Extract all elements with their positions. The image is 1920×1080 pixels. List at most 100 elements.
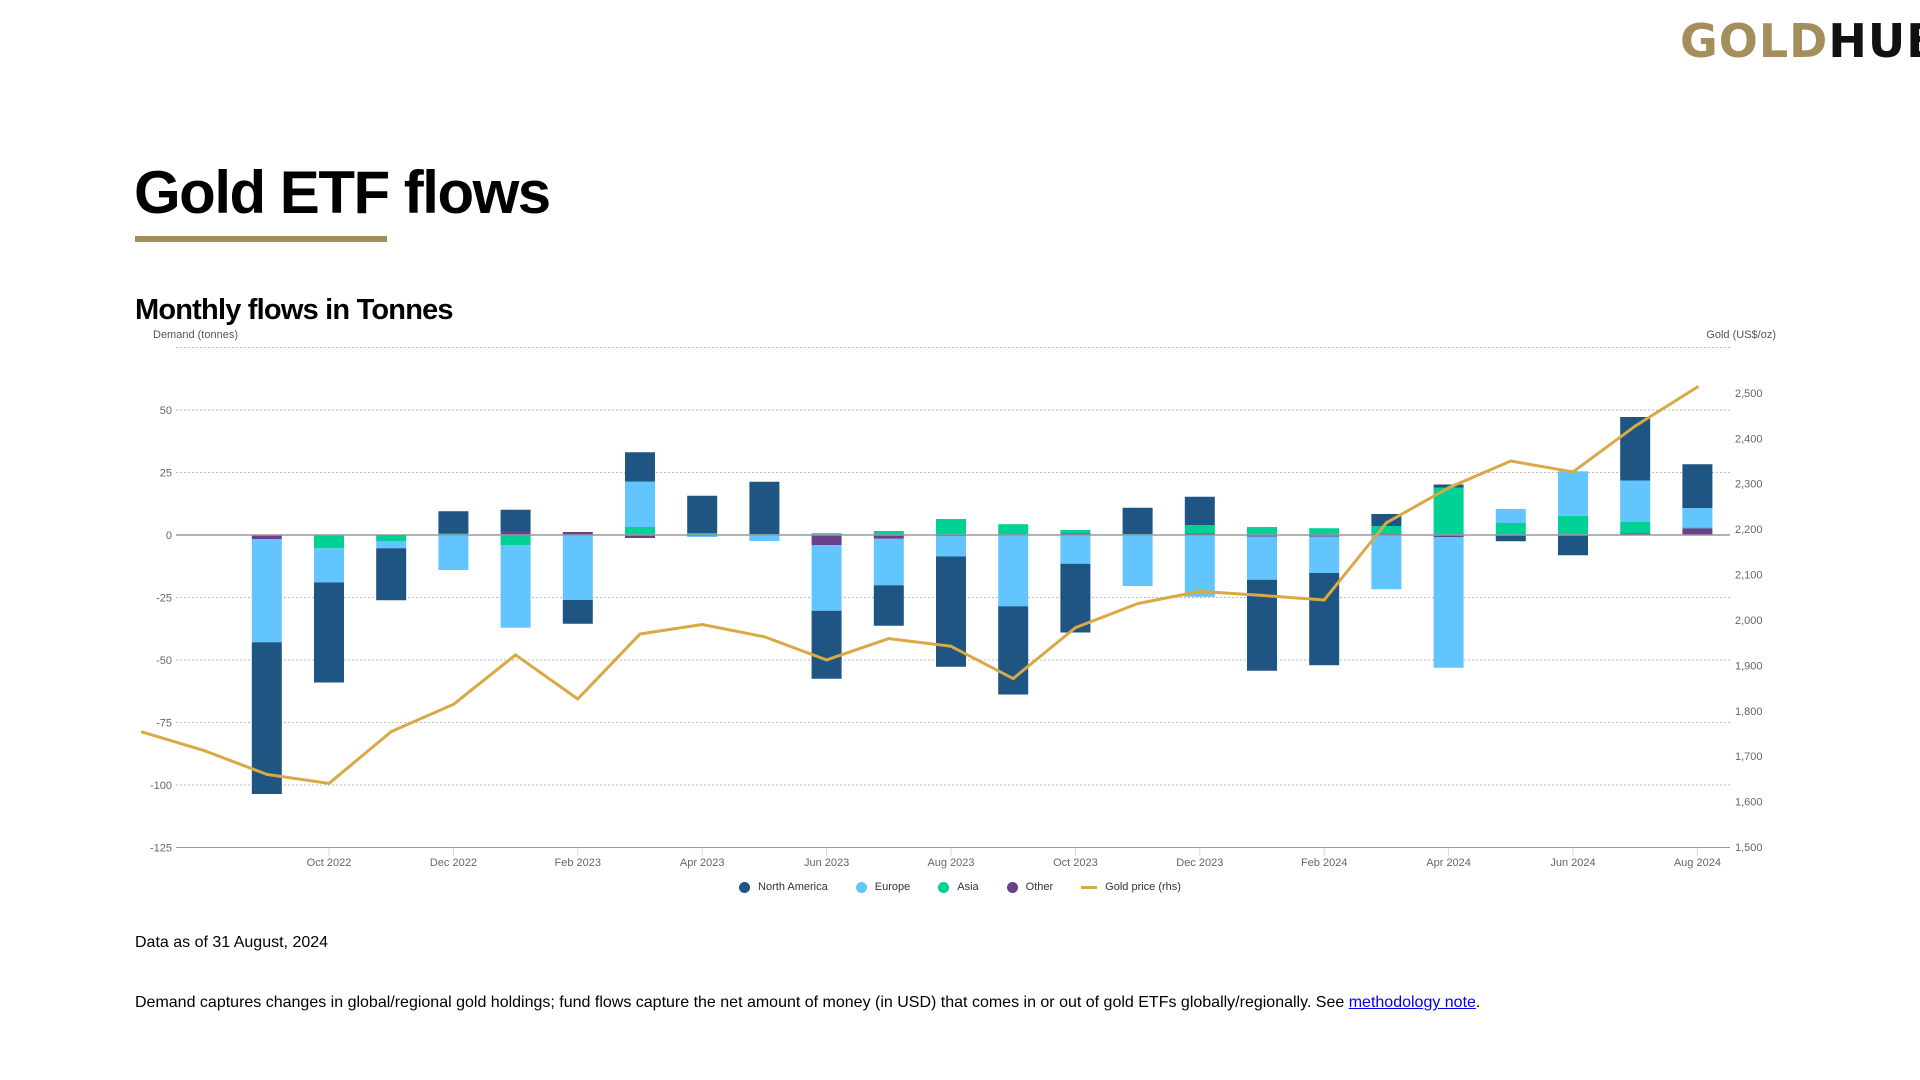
bar-asia[interactable] [1495, 523, 1526, 535]
bar-europe[interactable] [687, 535, 718, 537]
gold-price-point [1695, 385, 1699, 389]
bar-europe[interactable] [873, 538, 904, 586]
bar-europe[interactable] [1309, 536, 1340, 574]
bar-asia[interactable] [314, 535, 344, 549]
bar-north-america[interactable] [1060, 563, 1091, 633]
bar-north-america[interactable] [251, 642, 282, 794]
bar-north-america[interactable] [1682, 464, 1713, 508]
bar-asia[interactable] [687, 533, 718, 535]
gold-price-point [140, 730, 144, 734]
bar-europe[interactable] [936, 536, 966, 557]
bar-other[interactable] [1620, 533, 1651, 535]
bar-europe[interactable] [1620, 480, 1651, 523]
bar-other[interactable] [873, 535, 904, 539]
gold-price-point [1073, 626, 1077, 630]
bar-north-america[interactable] [314, 582, 344, 683]
bar-asia[interactable] [998, 524, 1029, 535]
bar-north-america[interactable] [873, 585, 904, 626]
bar-north-america[interactable] [936, 556, 966, 667]
bar-asia[interactable] [1060, 530, 1091, 534]
bar-europe[interactable] [500, 545, 531, 628]
bar-other[interactable] [811, 535, 842, 545]
bar-other[interactable] [1682, 528, 1713, 535]
y-right-tick-label: 2,400 [1735, 433, 1763, 445]
x-tick-label: Feb 2024 [1301, 857, 1347, 869]
bar-north-america[interactable] [438, 511, 469, 534]
bar-asia[interactable] [873, 531, 904, 535]
bar-europe[interactable] [1682, 508, 1713, 528]
bar-europe[interactable] [1558, 471, 1588, 516]
bar-europe[interactable] [1247, 536, 1277, 580]
legend-item-other[interactable]: Other [1006, 881, 1053, 893]
bar-north-america[interactable] [625, 452, 655, 482]
legend-item-asia[interactable]: Asia [938, 881, 979, 893]
legend-item-gold-price[interactable]: Gold price (rhs) [1081, 881, 1181, 893]
bar-north-america[interactable] [687, 495, 718, 534]
y-right-axis-title: Gold (US$/oz) [1706, 329, 1776, 341]
bar-north-america[interactable] [500, 509, 531, 531]
bar-asia[interactable] [811, 533, 842, 535]
bar-europe[interactable] [625, 481, 655, 528]
bar-north-america[interactable] [749, 481, 780, 535]
bar-north-america[interactable] [998, 606, 1029, 695]
y-right-tick-label: 2,500 [1735, 388, 1763, 400]
bar-europe[interactable] [1060, 535, 1091, 564]
gold-price-line [141, 385, 1699, 785]
bar-other[interactable] [1184, 533, 1215, 535]
bar-europe[interactable] [438, 535, 469, 570]
goldhub-logo[interactable]: GOLDHUB [1680, 14, 1920, 68]
etf-flows-chart: -125 -100 -75 -50 -25 0 25 50 1,500 1,600 1,700 1,8… [140, 329, 1776, 869]
bar-asia[interactable] [376, 536, 407, 541]
gold-price-point [949, 644, 953, 648]
bar-europe[interactable] [251, 539, 282, 643]
x-tick-label: Apr 2023 [680, 857, 725, 869]
y-right-tick-label: 1,800 [1735, 706, 1763, 718]
bar-europe[interactable] [1495, 509, 1526, 523]
bar-other[interactable] [1433, 535, 1464, 538]
bar-north-america[interactable] [1184, 496, 1215, 525]
bar-asia[interactable] [936, 519, 966, 535]
bar-north-america[interactable] [376, 548, 407, 601]
legend-label: North America [758, 881, 828, 893]
legend-item-europe[interactable]: Europe [855, 881, 910, 893]
bar-europe[interactable] [811, 545, 842, 611]
bar-north-america[interactable] [1495, 535, 1526, 542]
bar-europe[interactable] [749, 535, 780, 541]
y-tick-label: -25 [156, 593, 172, 605]
bar-asia[interactable] [1433, 487, 1464, 535]
bar-asia[interactable] [1184, 525, 1215, 534]
bar-europe[interactable] [562, 535, 593, 600]
bar-other[interactable] [1060, 533, 1091, 535]
gold-price-point [638, 632, 642, 636]
bar-asia[interactable] [1247, 527, 1277, 535]
bar-europe[interactable] [1184, 535, 1215, 597]
bar-other[interactable] [562, 532, 593, 535]
bar-europe[interactable] [314, 548, 344, 583]
bar-asia[interactable] [625, 527, 655, 535]
bar-asia[interactable] [1371, 526, 1402, 534]
bar-asia[interactable] [500, 535, 531, 545]
bar-asia[interactable] [1309, 528, 1340, 535]
bar-europe[interactable] [1371, 535, 1402, 590]
bar-asia[interactable] [1558, 515, 1588, 535]
gold-price-point [1260, 593, 1264, 597]
bar-asia[interactable] [1682, 527, 1713, 529]
bar-other[interactable] [251, 535, 282, 539]
note-text: Demand captures changes in global/region… [135, 994, 1349, 1011]
bar-europe[interactable] [998, 535, 1029, 607]
bar-north-america[interactable] [1558, 535, 1588, 556]
bar-north-america[interactable] [1122, 507, 1153, 534]
methodology-note-link[interactable]: methodology note [1348, 994, 1476, 1011]
bar-europe[interactable] [376, 541, 407, 549]
bar-europe[interactable] [1122, 535, 1153, 586]
bar-other[interactable] [625, 535, 655, 538]
bar-asia[interactable] [1620, 522, 1651, 534]
legend-item-north-america[interactable]: North America [739, 881, 828, 893]
bar-other[interactable] [500, 531, 531, 535]
bar-north-america[interactable] [1433, 484, 1464, 488]
bar-north-america[interactable] [811, 610, 842, 679]
gold-price-point [1384, 521, 1388, 525]
bar-north-america[interactable] [562, 600, 593, 624]
x-tick-label: Feb 2023 [555, 857, 601, 869]
bar-europe[interactable] [1433, 537, 1464, 668]
